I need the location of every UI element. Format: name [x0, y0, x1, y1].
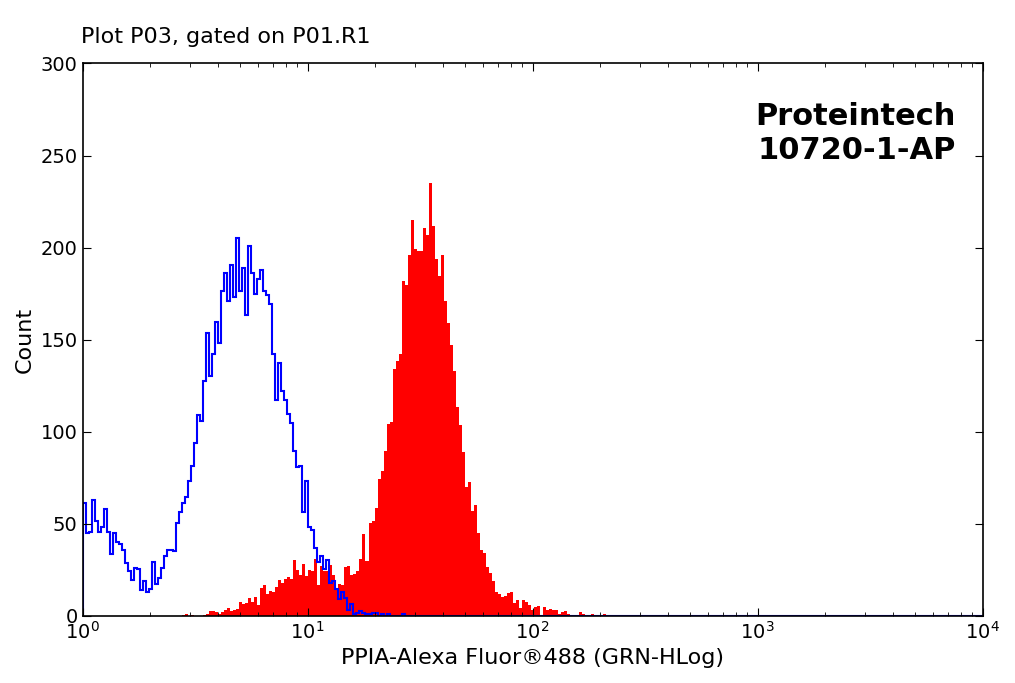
Y-axis label: Count: Count: [15, 307, 35, 373]
Text: Plot P03, gated on P01.R1: Plot P03, gated on P01.R1: [81, 27, 370, 47]
Text: Proteintech
10720-1-AP: Proteintech 10720-1-AP: [755, 102, 955, 165]
X-axis label: PPIA-Alexa Fluor®488 (GRN-HLog): PPIA-Alexa Fluor®488 (GRN-HLog): [341, 648, 724, 668]
